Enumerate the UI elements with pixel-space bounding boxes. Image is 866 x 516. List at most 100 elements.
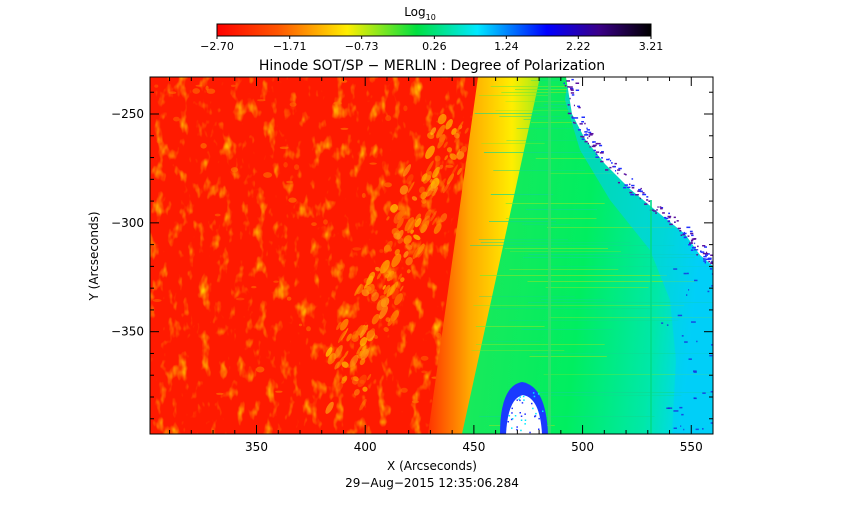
striation [490, 194, 554, 195]
edge-speckle [571, 117, 575, 119]
edge-speckle [581, 116, 585, 118]
bright-feature [424, 209, 432, 220]
striation [527, 281, 695, 282]
edge-speckle [677, 227, 681, 230]
vertical-stripe [650, 200, 652, 434]
edge-speckle [690, 232, 694, 235]
edge-speckle [617, 181, 620, 184]
bright-feature [359, 379, 365, 384]
edge-speckle [657, 206, 659, 208]
edge-speckle [599, 144, 603, 147]
edge-speckle [688, 358, 692, 360]
bright-feature [351, 334, 359, 342]
edge-speckle [707, 253, 710, 255]
edge-speckle [703, 255, 707, 258]
striation [471, 350, 565, 351]
bright-feature [386, 270, 395, 282]
colorbar-tick-label: 0.26 [422, 40, 447, 53]
striation [478, 239, 568, 240]
bright-feature [440, 178, 446, 187]
bright-feature [429, 178, 433, 183]
edge-speckle [703, 258, 706, 260]
colorbar-tick-label: 1.24 [494, 40, 519, 53]
bright-feature [346, 333, 352, 342]
bright-feature [362, 326, 369, 331]
edge-speckle [597, 142, 601, 145]
edge-speckle [707, 290, 710, 293]
edge-speckle [637, 190, 640, 192]
colorbar-tick-label: −0.73 [345, 40, 379, 53]
edge-speckle [629, 191, 633, 194]
bright-feature [279, 146, 289, 150]
bright-feature [200, 143, 207, 149]
bright-feature [415, 213, 422, 222]
edge-speckle [669, 223, 673, 226]
bright-feature [359, 358, 366, 366]
edge-speckle [683, 231, 685, 234]
striation [489, 221, 556, 222]
edge-speckle [573, 104, 575, 107]
bright-feature [351, 376, 357, 381]
bright-feature [333, 345, 343, 359]
gap-speckle [535, 412, 537, 415]
y-axis-label: Y (Arcseconds) [87, 211, 101, 301]
bright-feature [306, 326, 311, 332]
edge-speckle [686, 226, 691, 229]
striation [476, 344, 605, 345]
bright-feature [464, 127, 469, 134]
edge-speckle [700, 251, 705, 253]
bright-feature [294, 164, 300, 170]
plot-frame [149, 76, 714, 435]
bright-feature [397, 208, 406, 211]
edge-speckle [683, 272, 687, 275]
bright-feature [405, 244, 413, 250]
gap-speckle [537, 393, 540, 395]
striation [478, 95, 548, 96]
bright-feature [391, 289, 399, 300]
bright-feature [457, 121, 464, 132]
bright-feature [173, 116, 180, 122]
striation [525, 209, 597, 210]
edge-speckle [681, 413, 684, 416]
edge-speckle [688, 289, 690, 291]
bright-feature [456, 150, 465, 160]
edge-speckle [584, 131, 588, 133]
edge-speckle [705, 258, 709, 261]
bright-feature [289, 102, 297, 107]
edge-speckle [640, 187, 642, 190]
y-tick-label: −350 [111, 325, 144, 339]
striation [529, 356, 607, 357]
edge-speckle [617, 169, 621, 171]
edge-speckle [693, 370, 697, 372]
edge-speckle [599, 152, 604, 154]
bright-feature [214, 213, 221, 217]
bright-feature [418, 218, 427, 231]
bright-feature [428, 190, 436, 196]
edge-speckle [564, 85, 567, 87]
striation [480, 242, 631, 243]
bright-feature [336, 321, 342, 331]
bright-feature [367, 328, 376, 340]
bright-feature [384, 182, 392, 188]
edge-speckle [710, 260, 713, 263]
bright-feature [403, 105, 408, 112]
edge-speckle [570, 88, 572, 90]
bright-feature [216, 392, 224, 395]
bright-feature [403, 237, 410, 244]
striation [499, 116, 562, 117]
edge-speckle [687, 272, 689, 275]
colorbar-ticks: −2.70 −1.71 −0.73 0.26 1.24 2.22 3.21 [200, 36, 663, 53]
gap-speckle [519, 396, 521, 398]
bright-feature [407, 219, 417, 234]
edge-speckle [575, 89, 580, 91]
edge-speckle [595, 156, 600, 158]
bright-feature [440, 134, 446, 142]
gap-speckle [514, 415, 517, 417]
bright-feature [436, 332, 442, 338]
gap-speckle [524, 413, 526, 415]
bright-feature [362, 386, 368, 392]
edge-speckle [591, 145, 596, 148]
bright-feature [440, 213, 448, 223]
gap-speckle [516, 426, 518, 428]
bright-feature [343, 350, 349, 358]
